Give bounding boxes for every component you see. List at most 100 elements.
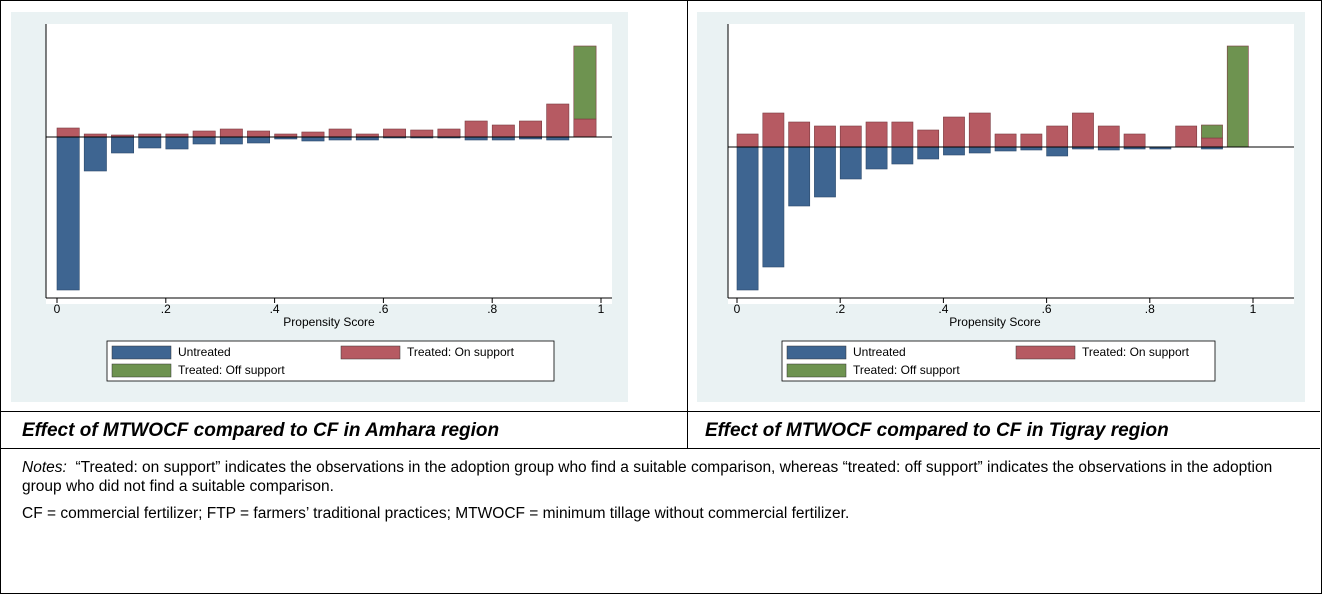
bar	[328, 128, 352, 138]
bar	[1201, 137, 1223, 148]
legend-box	[106, 340, 555, 382]
caption: Effect of MTWOCF compared to CF in Amhar…	[22, 420, 500, 441]
x-tick-label: .2	[161, 302, 171, 316]
x-axis-title: Propensity Score	[283, 315, 375, 329]
legend-label: Untreated	[853, 345, 906, 359]
legend-swatch	[786, 345, 847, 360]
bar	[994, 133, 1017, 148]
x-tick-label: .6	[1042, 302, 1052, 316]
bar	[111, 136, 135, 154]
notes-paragraph: Notes: “Treated: on support” indicates t…	[22, 458, 1292, 496]
bar	[573, 45, 597, 120]
bar	[736, 133, 759, 148]
bar	[56, 136, 80, 291]
bar	[788, 146, 811, 207]
x-tick-label: .8	[487, 302, 497, 316]
legend-label: Treated: Off support	[853, 363, 960, 377]
bar	[788, 121, 811, 148]
chart-panel: 0 .2 .4 .6 .8 1 Propensity Score Untreated Treat…	[697, 12, 1305, 402]
bar	[165, 136, 189, 150]
row-divider	[0, 448, 1320, 449]
x-tick-label: 1	[598, 302, 605, 316]
bar	[917, 146, 940, 160]
bar	[83, 136, 107, 172]
x-tick-label: 1	[1250, 302, 1257, 316]
x-tick-label: .2	[835, 302, 845, 316]
bar	[865, 121, 888, 148]
x-tick-label: .4	[938, 302, 948, 316]
bar	[968, 146, 991, 154]
bar	[1097, 125, 1120, 148]
x-axis-title: Propensity Score	[949, 315, 1041, 329]
bar	[491, 124, 515, 138]
bar	[219, 136, 243, 145]
bar	[968, 112, 991, 148]
bar	[1226, 45, 1249, 148]
bar	[247, 136, 271, 144]
bar	[839, 125, 862, 148]
notes-text: “Treated: on support” indicates the obse…	[22, 459, 1273, 495]
bar	[1072, 112, 1094, 148]
plot-area	[728, 24, 1294, 304]
bar	[138, 136, 162, 149]
bar	[56, 127, 80, 138]
bar	[1123, 133, 1146, 148]
bar	[736, 146, 759, 291]
x-tick-label: 0	[54, 302, 61, 316]
legend-box	[781, 340, 1216, 382]
plot-area	[46, 24, 612, 304]
bar	[839, 146, 862, 180]
bar	[192, 136, 216, 145]
bar	[1020, 133, 1043, 148]
bar	[437, 128, 461, 138]
notes: Notes: “Treated: on support” indicates t…	[22, 458, 1292, 531]
bar	[519, 120, 543, 138]
legend-label: Untreated	[178, 345, 231, 359]
legend-swatch	[1015, 345, 1076, 360]
bar	[383, 128, 407, 138]
bar	[573, 118, 597, 138]
legend-swatch	[111, 345, 172, 360]
bar	[1046, 146, 1069, 157]
bar	[943, 116, 965, 148]
bar	[1175, 125, 1198, 148]
bar	[865, 146, 888, 170]
bar	[891, 121, 914, 148]
bar	[1046, 125, 1069, 148]
bar	[814, 125, 836, 148]
x-tick-label: .6	[378, 302, 388, 316]
bar	[917, 129, 940, 148]
x-tick-label: .8	[1145, 302, 1155, 316]
bar	[1201, 124, 1223, 139]
bar	[891, 146, 914, 165]
row-divider	[0, 411, 1320, 412]
bar	[464, 120, 488, 138]
bar	[994, 146, 1017, 152]
chart: 0 .2 .4 .6 .8 1 Propensity Score Untreated Treat…	[727, 24, 1294, 382]
legend-label: Treated: Off support	[178, 363, 285, 377]
bar	[301, 131, 325, 138]
notes-label: Notes:	[22, 459, 67, 476]
bar	[192, 130, 216, 138]
bar	[762, 112, 785, 148]
bar	[247, 130, 271, 138]
x-tick-label: 0	[734, 302, 741, 316]
chart-panel: 0 .2 .4 .6 .8 1 Propensity Score Untreated Treat…	[11, 12, 628, 402]
x-tick-label: .4	[270, 302, 280, 316]
legend-label: Treated: On support	[1082, 345, 1190, 359]
legend-swatch	[340, 345, 401, 360]
bar	[546, 103, 570, 138]
bar	[762, 146, 785, 268]
chart: 0 .2 .4 .6 .8 1 Propensity Score Untreated Treat…	[45, 24, 612, 382]
caption: Effect of MTWOCF compared to CF in Tigra…	[705, 420, 1169, 441]
bar	[814, 146, 836, 198]
legend-swatch	[111, 363, 172, 378]
bar	[219, 128, 243, 138]
notes-definitions: CF = commercial fertilizer; FTP = farmer…	[22, 505, 850, 522]
bar	[301, 136, 325, 142]
legend-label: Treated: On support	[407, 345, 515, 359]
bar	[943, 146, 965, 156]
legend-swatch	[786, 363, 847, 378]
bar	[410, 129, 434, 138]
cell-divider	[687, 0, 688, 448]
